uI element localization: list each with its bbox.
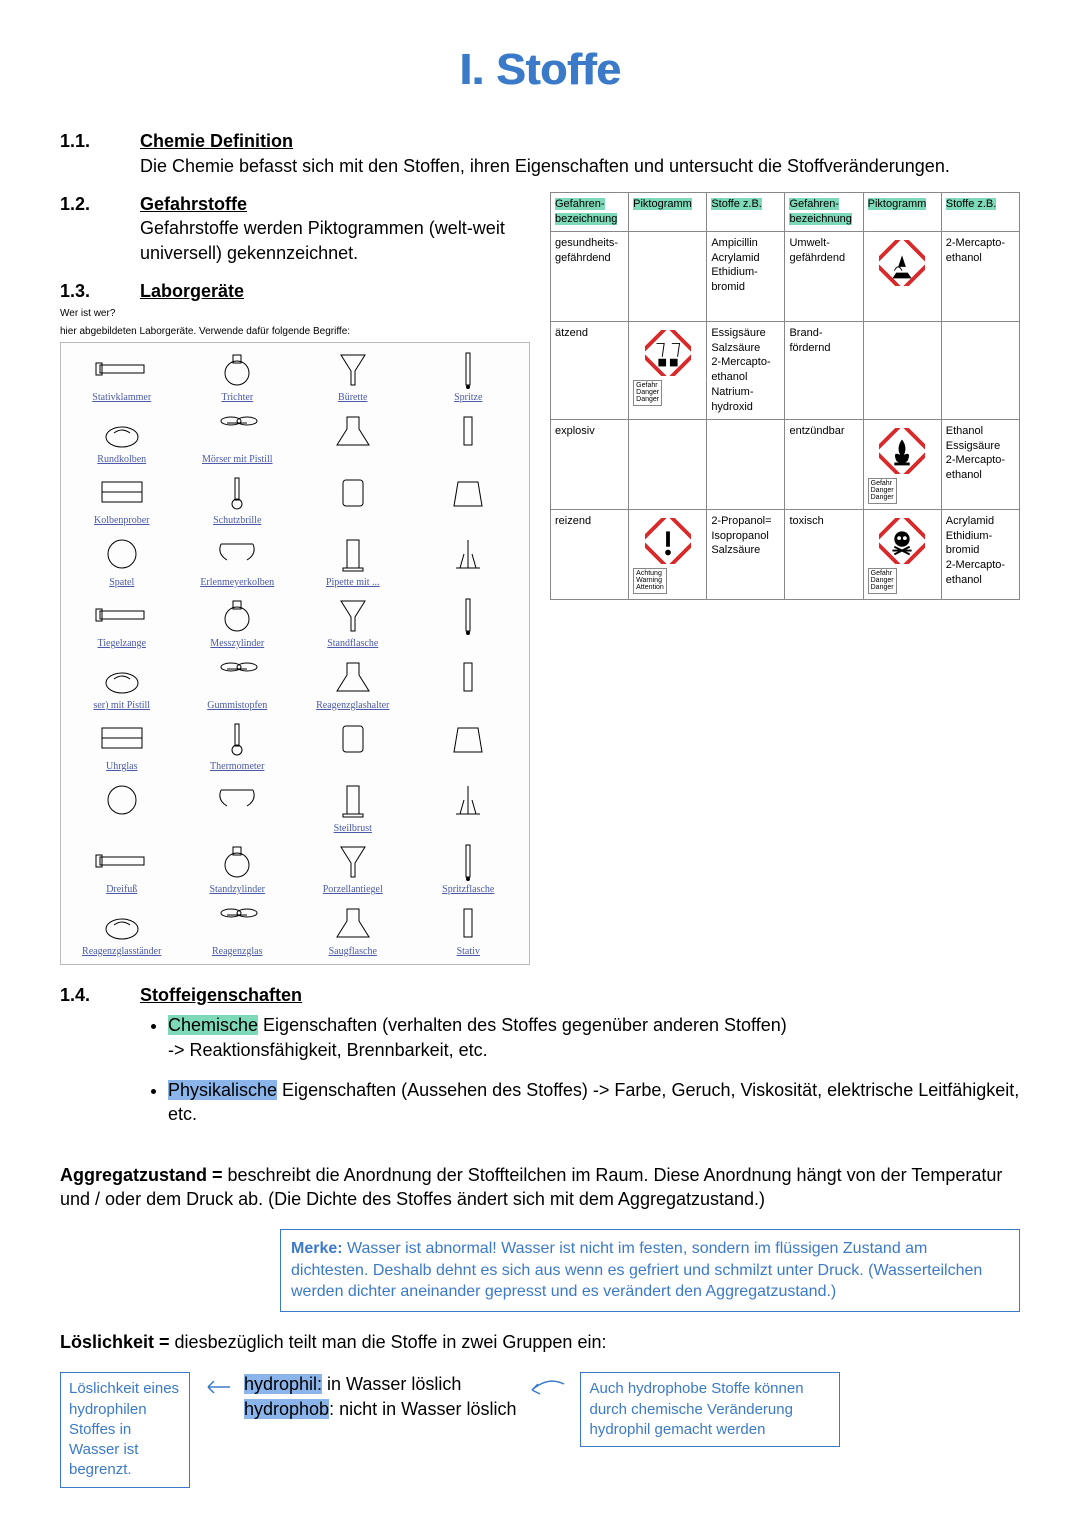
- section-1-4: 1.4. Stoffeigenschaften Chemische Eigens…: [60, 983, 1020, 1142]
- labgear-item: Pipette mit ...: [298, 534, 408, 590]
- labgear-item: Reagenzglas: [183, 903, 293, 959]
- labgear-item: Reagenzglasständer: [67, 903, 177, 959]
- aggregat-text: Aggregatzustand = beschreibt die Anordnu…: [60, 1163, 1020, 1212]
- labgear-item: [414, 534, 524, 590]
- labgear-item: Stativklammer: [67, 349, 177, 405]
- prop-physikalisch: Physikalische Eigenschaften (Aussehen de…: [168, 1078, 1020, 1127]
- labgear-item: [414, 718, 524, 774]
- sec-num-1-4: 1.4.: [60, 983, 140, 1142]
- labgear-item: Kolbenprober: [67, 472, 177, 528]
- sec-body-1-2: Gefahrstoffe werden Piktogrammen (welt-w…: [140, 218, 505, 262]
- hydro-list: hydrophil: in Wasser löslich hydrophob: …: [244, 1372, 516, 1421]
- labgear-item: Thermometer: [183, 718, 293, 774]
- labgear-item: Schutzbrille: [183, 472, 293, 528]
- labgear-item: [298, 472, 408, 528]
- section-1-3: 1.3. Laborgeräte: [60, 279, 530, 303]
- labgear-item: Rundkolben: [67, 411, 177, 467]
- arrow-right-icon: [528, 1372, 568, 1402]
- labgear-item: [414, 780, 524, 836]
- labgear-item: Mörser mit Pistill: [183, 411, 293, 467]
- labgear-caption2: hier abgebildeten Laborgeräte. Verwende …: [60, 325, 530, 339]
- hl-chemische: Chemische: [168, 1015, 258, 1035]
- hydro-row: Löslichkeit eines hydrophilen Stoffes in…: [60, 1372, 1020, 1487]
- sec-title-1-3: Laborgeräte: [140, 281, 244, 301]
- sec-num-1-1: 1.1.: [60, 129, 140, 178]
- hazard-header: Piktogramm: [863, 192, 941, 231]
- labgear-item: Standzylinder: [183, 841, 293, 897]
- labgear-item: [298, 411, 408, 467]
- hl-physikalische: Physikalische: [168, 1080, 277, 1100]
- labgear-item: Porzellantiegel: [298, 841, 408, 897]
- sec-title-1-4: Stoffeigenschaften: [140, 985, 302, 1005]
- loeslichkeit-text: Löslichkeit = diesbezüglich teilt man di…: [60, 1330, 1020, 1354]
- labgear-item: Gummistopfen: [183, 657, 293, 713]
- box-hydrophob-note: Auch hydrophobe Stoffe können durch chem…: [580, 1372, 840, 1447]
- hazard-row: ätzendGefahrDangerDangerEssigsäureSalzsä…: [551, 321, 1020, 419]
- labgear-item: ser) mit Pistill: [67, 657, 177, 713]
- main-title: I. Stoffe: [60, 40, 1020, 99]
- labgear-item: Uhrglas: [67, 718, 177, 774]
- labgear-item: [414, 411, 524, 467]
- hazard-header: Gefahren-bezeichnung: [551, 192, 629, 231]
- merke-box: Merke: Wasser ist abnormal! Wasser ist n…: [280, 1229, 1020, 1312]
- labgear-item: Spritzflasche: [414, 841, 524, 897]
- labgear-grid: StativklammerTrichterBüretteSpritze Rundk…: [60, 342, 530, 965]
- hazard-header: Piktogramm: [629, 192, 707, 231]
- labgear-item: [67, 780, 177, 836]
- hazard-header: Gefahren-bezeichnung: [785, 192, 863, 231]
- labgear-item: [183, 780, 293, 836]
- sec-num-1-2: 1.2.: [60, 192, 140, 265]
- prop-chemisch: Chemische Eigenschaften (verhalten des S…: [168, 1013, 1020, 1062]
- sec-title-1-2: Gefahrstoffe: [140, 194, 247, 214]
- labgear-item: [414, 657, 524, 713]
- labgear-item: Tiegelzange: [67, 595, 177, 651]
- box-hydrophil-limit: Löslichkeit eines hydrophilen Stoffes in…: [60, 1372, 190, 1487]
- hazard-header: Stoffe z.B.: [707, 192, 785, 231]
- labgear-item: Erlenmeyerkolben: [183, 534, 293, 590]
- section-1-2: 1.2. Gefahrstoffe Gefahrstoffe werden Pi…: [60, 192, 530, 265]
- hazard-row: reizendAchtungWarningAttention2-Propanol…: [551, 509, 1020, 599]
- labgear-item: Stativ: [414, 903, 524, 959]
- section-1-1: 1.1. Chemie Definition Die Chemie befass…: [60, 129, 1020, 178]
- labgear-item: Standflasche: [298, 595, 408, 651]
- sec-num-1-3: 1.3.: [60, 279, 140, 303]
- hazard-header: Stoffe z.B.: [941, 192, 1019, 231]
- arrow-left-icon: [202, 1372, 232, 1402]
- labgear-item: [414, 595, 524, 651]
- labgear-item: Trichter: [183, 349, 293, 405]
- labgear-item: [298, 718, 408, 774]
- labgear-item: Dreifuß: [67, 841, 177, 897]
- hazard-row: explosiventzündbarGefahrDangerDangerEtha…: [551, 419, 1020, 509]
- sec-title-1-1: Chemie Definition: [140, 131, 293, 151]
- labgear-item: Spritze: [414, 349, 524, 405]
- labgear-item: Spatel: [67, 534, 177, 590]
- labgear-item: Steilbrust: [298, 780, 408, 836]
- hazard-table: Gefahren-bezeichnungPiktogrammStoffe z.B…: [550, 192, 1020, 600]
- labgear-item: Reagenzglashalter: [298, 657, 408, 713]
- labgear-item: Saugflasche: [298, 903, 408, 959]
- labgear-item: Bürette: [298, 349, 408, 405]
- sec-body-1-1: Die Chemie befasst sich mit den Stoffen,…: [140, 156, 950, 176]
- labgear-caption1: Wer ist wer?: [60, 307, 530, 321]
- labgear-item: [414, 472, 524, 528]
- hazard-row: gesundheits-gefährdendAmpicillinAcrylami…: [551, 231, 1020, 321]
- labgear-item: Messzylinder: [183, 595, 293, 651]
